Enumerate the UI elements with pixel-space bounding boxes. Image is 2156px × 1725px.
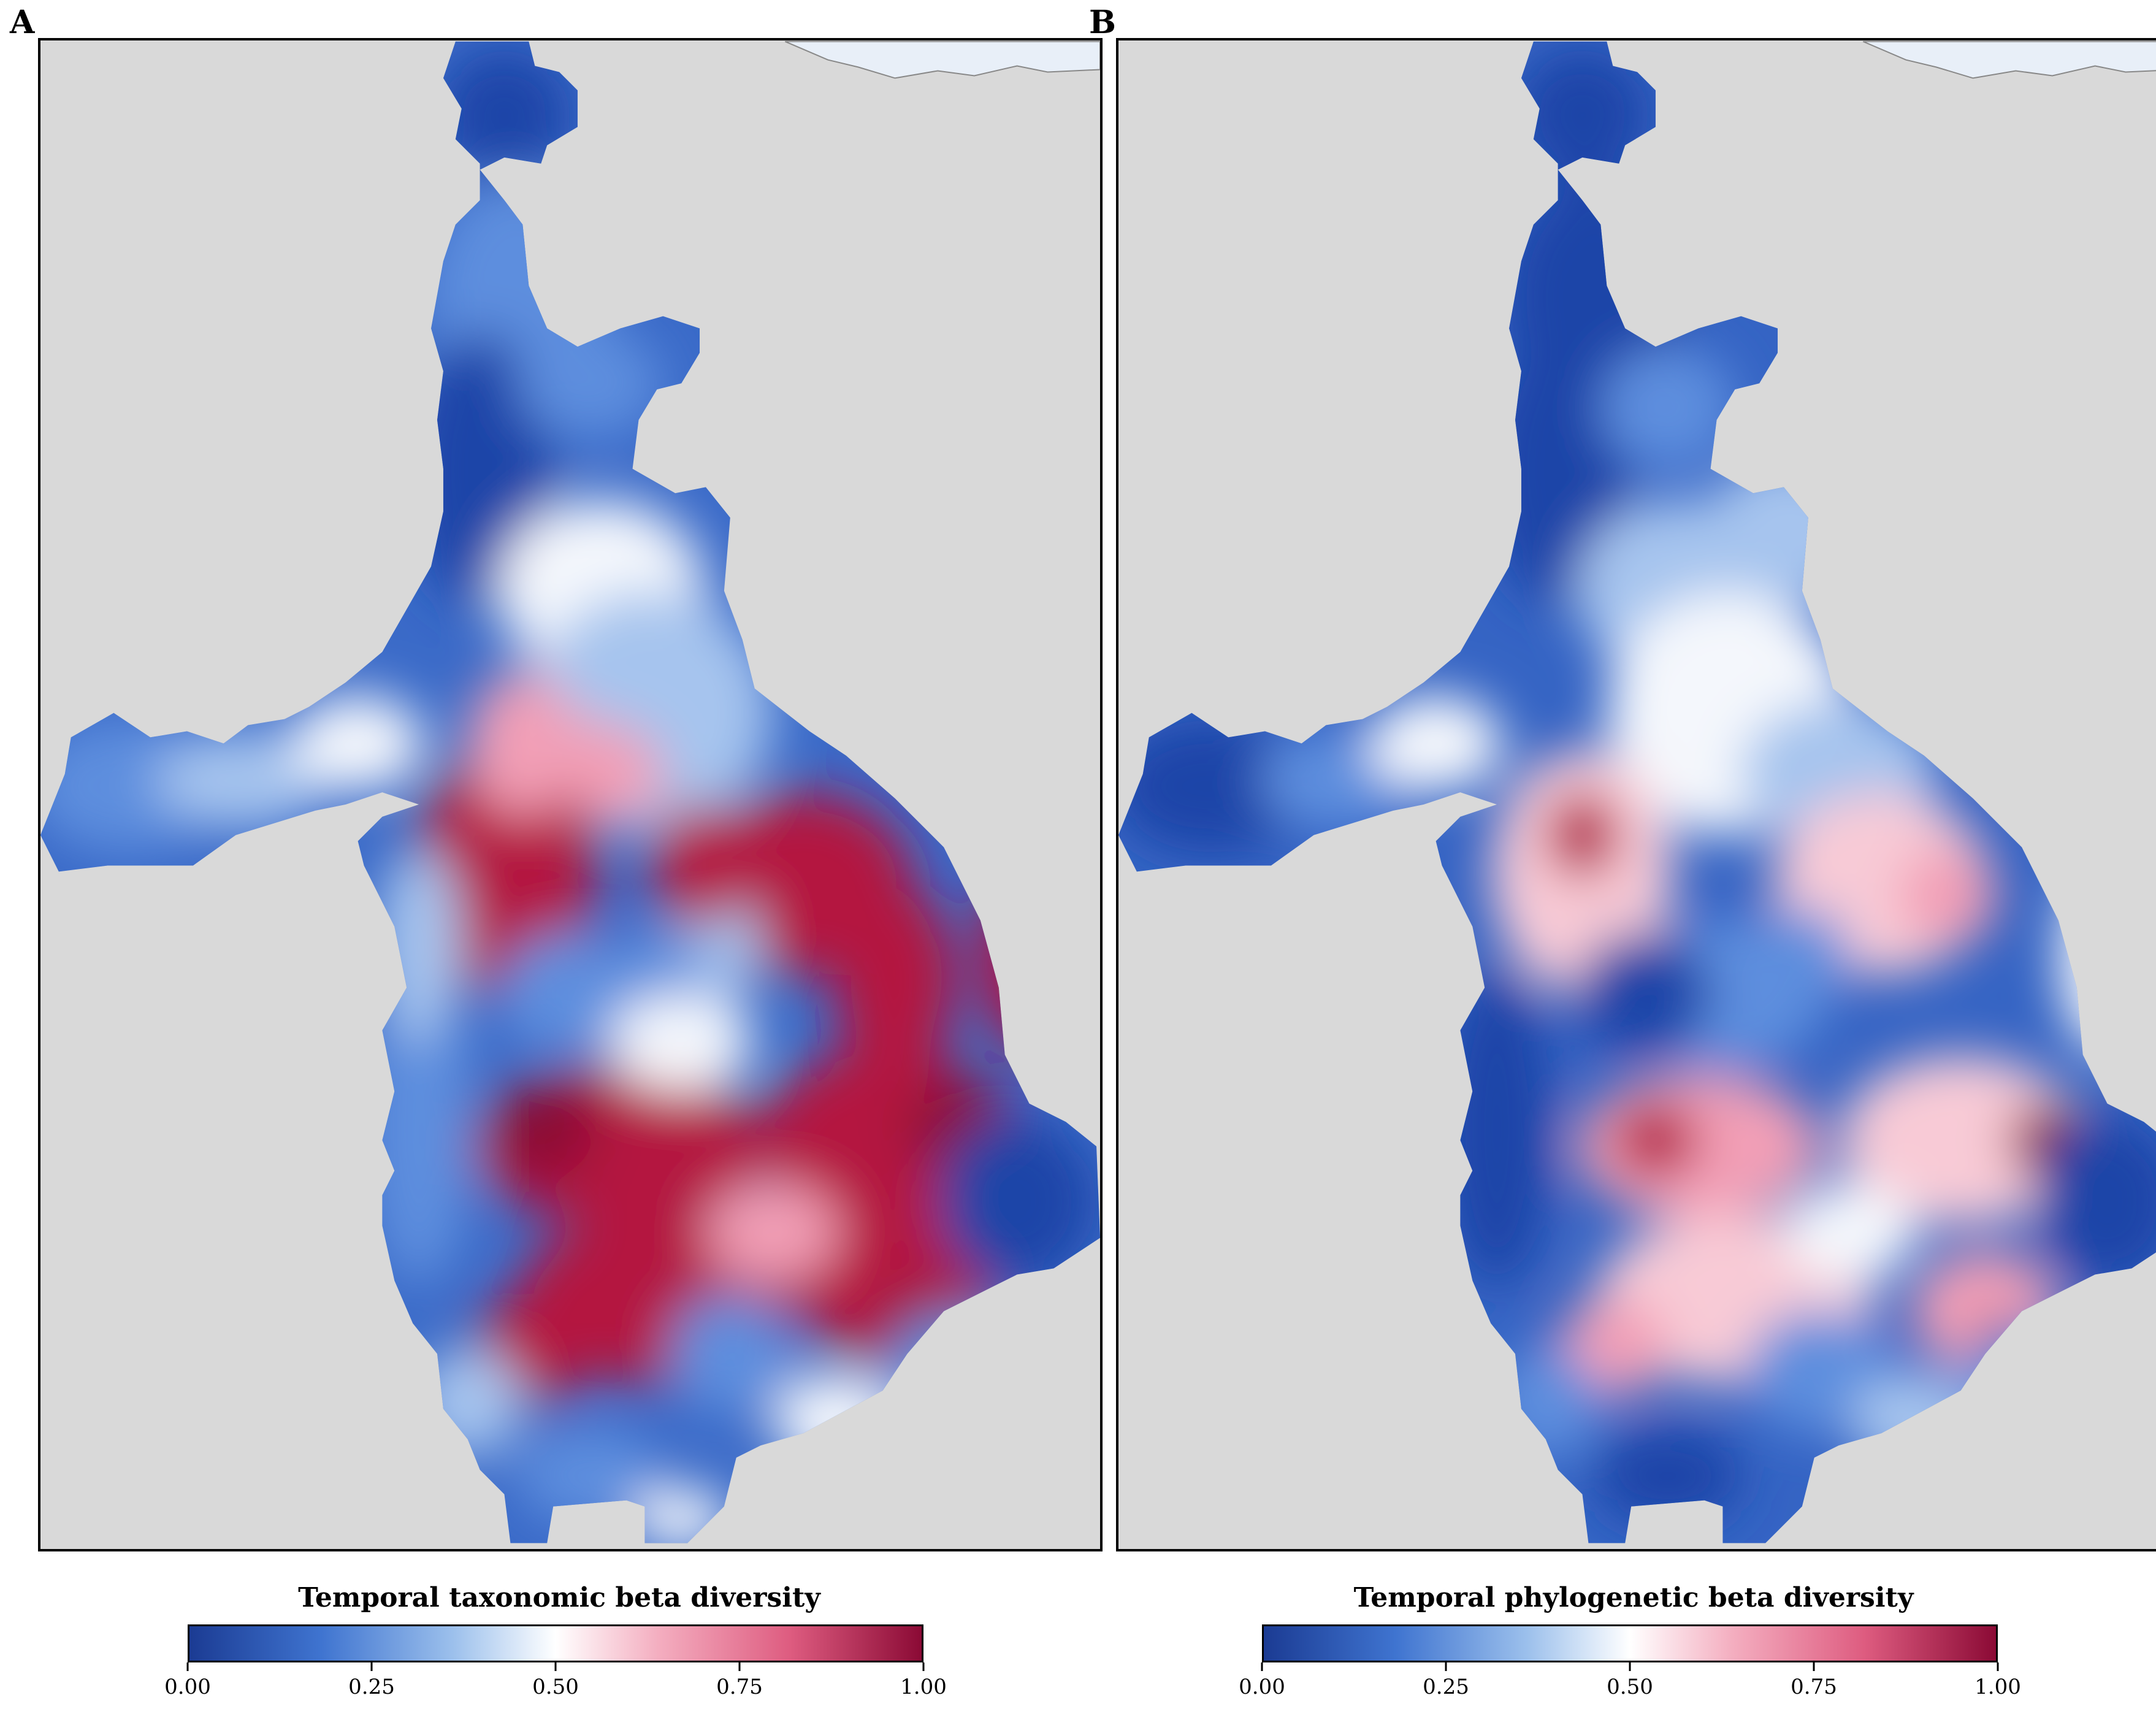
phylogenetic-beta-diversity-map bbox=[1116, 38, 2156, 1551]
colorbar-tick bbox=[738, 1662, 741, 1671]
colorbar-tick bbox=[922, 1662, 925, 1671]
sea-area bbox=[1862, 40, 2156, 79]
colorbar-tick-label: 1.00 bbox=[1974, 1675, 2021, 1699]
diversity-patch bbox=[632, 1488, 730, 1543]
diversity-patch bbox=[651, 804, 749, 927]
legend-a-title: Temporal taxonomic beta diversity bbox=[298, 1582, 820, 1613]
diversity-patch bbox=[516, 328, 663, 438]
colorbar-tick bbox=[1997, 1662, 1999, 1671]
taxonomic-beta-diversity-map bbox=[38, 38, 1103, 1551]
diversity-patch bbox=[437, 47, 571, 182]
legend-b-title: Temporal phylogenetic beta diversity bbox=[1353, 1582, 1914, 1613]
diversity-patch bbox=[1960, 1323, 2108, 1470]
diversity-patch bbox=[1515, 47, 1649, 182]
map-a-svg bbox=[40, 40, 1100, 1543]
diversity-patch bbox=[364, 969, 474, 1287]
colorbar-tick bbox=[1629, 1662, 1631, 1671]
legend-a: Temporal taxonomic beta diversity 0.00 0.… bbox=[164, 1582, 947, 1699]
colorbar-tick bbox=[1813, 1662, 1815, 1671]
diversity-patch bbox=[1485, 334, 1632, 603]
legend-b-ticks: 0.00 0.25 0.50 0.75 1.00 bbox=[1239, 1662, 2021, 1699]
diversity-patch bbox=[1442, 969, 1552, 1287]
diversity-patch bbox=[980, 859, 1079, 1055]
diversity-patch bbox=[1600, 346, 1735, 469]
diversity-patch bbox=[2034, 1115, 2156, 1287]
diversity-patch bbox=[705, 1183, 840, 1281]
colorbar-tick bbox=[554, 1662, 557, 1671]
diversity-patch bbox=[1545, 792, 1619, 878]
diversity-patch bbox=[1900, 847, 1998, 945]
diversity-surface bbox=[40, 47, 1097, 1543]
colorbar-tick-label: 1.00 bbox=[900, 1675, 947, 1699]
diversity-patch bbox=[291, 694, 426, 793]
diversity-patch bbox=[486, 1079, 596, 1177]
diversity-surface bbox=[1118, 47, 2156, 1525]
colorbar-tick-label: 0.00 bbox=[1239, 1675, 1285, 1699]
legend-a-colorbar bbox=[188, 1624, 923, 1662]
diversity-patch bbox=[1613, 1103, 1699, 1177]
diversity-patch bbox=[938, 1115, 1097, 1287]
diversity-patch bbox=[669, 1293, 792, 1415]
colorbar-tick bbox=[1261, 1662, 1263, 1671]
diversity-patch bbox=[407, 334, 554, 603]
diversity-patch bbox=[156, 731, 327, 829]
diversity-patch bbox=[1753, 908, 1851, 1006]
diversity-patch bbox=[1838, 1055, 2083, 1226]
colorbar-tick bbox=[370, 1662, 373, 1671]
panel-a-letter: A bbox=[10, 4, 35, 41]
diversity-patch bbox=[882, 1311, 1030, 1458]
colorbar-tick-label: 0.50 bbox=[1607, 1675, 1653, 1699]
diversity-patch bbox=[1369, 694, 1504, 793]
map-b-svg bbox=[1118, 40, 2156, 1543]
diversity-patch bbox=[1491, 1347, 1601, 1458]
diversity-patch bbox=[1594, 1427, 1741, 1525]
diversity-patch bbox=[1851, 1372, 1973, 1470]
colorbar-tick-label: 0.50 bbox=[532, 1675, 579, 1699]
panel-b-letter: B bbox=[1089, 4, 1116, 41]
diversity-patch bbox=[1576, 932, 1711, 1055]
diversity-patch bbox=[467, 670, 578, 817]
diversity-patch bbox=[516, 1427, 663, 1525]
diversity-patch bbox=[413, 1347, 523, 1458]
legend-b-colorbar bbox=[1262, 1624, 1998, 1662]
diversity-patch bbox=[773, 1372, 895, 1470]
legend-a-ticks: 0.00 0.25 0.50 0.75 1.00 bbox=[164, 1662, 947, 1699]
colorbar-tick-label: 0.00 bbox=[164, 1675, 211, 1699]
diversity-patch bbox=[498, 932, 633, 1055]
diversity-patch bbox=[608, 993, 755, 1092]
colorbar-tick-label: 0.75 bbox=[716, 1675, 763, 1699]
colorbar-tick-label: 0.25 bbox=[1423, 1675, 1469, 1699]
colorbar-tick bbox=[186, 1662, 189, 1671]
diversity-patch bbox=[1912, 1250, 2059, 1372]
diversity-patch bbox=[2058, 859, 2156, 1055]
diversity-patch bbox=[1118, 719, 1308, 854]
diversity-patch bbox=[834, 884, 957, 1079]
legend-b: Temporal phylogenetic beta diversity 0.0… bbox=[1239, 1582, 2021, 1699]
diversity-patch bbox=[1783, 1183, 1918, 1281]
colorbar-tick-label: 0.75 bbox=[1791, 1675, 1837, 1699]
diversity-patch bbox=[376, 847, 462, 1043]
colorbar-tick bbox=[1445, 1662, 1447, 1671]
colorbar-tick-label: 0.25 bbox=[348, 1675, 395, 1699]
sea-area bbox=[784, 40, 1100, 79]
diversity-patch bbox=[1576, 1073, 1821, 1220]
